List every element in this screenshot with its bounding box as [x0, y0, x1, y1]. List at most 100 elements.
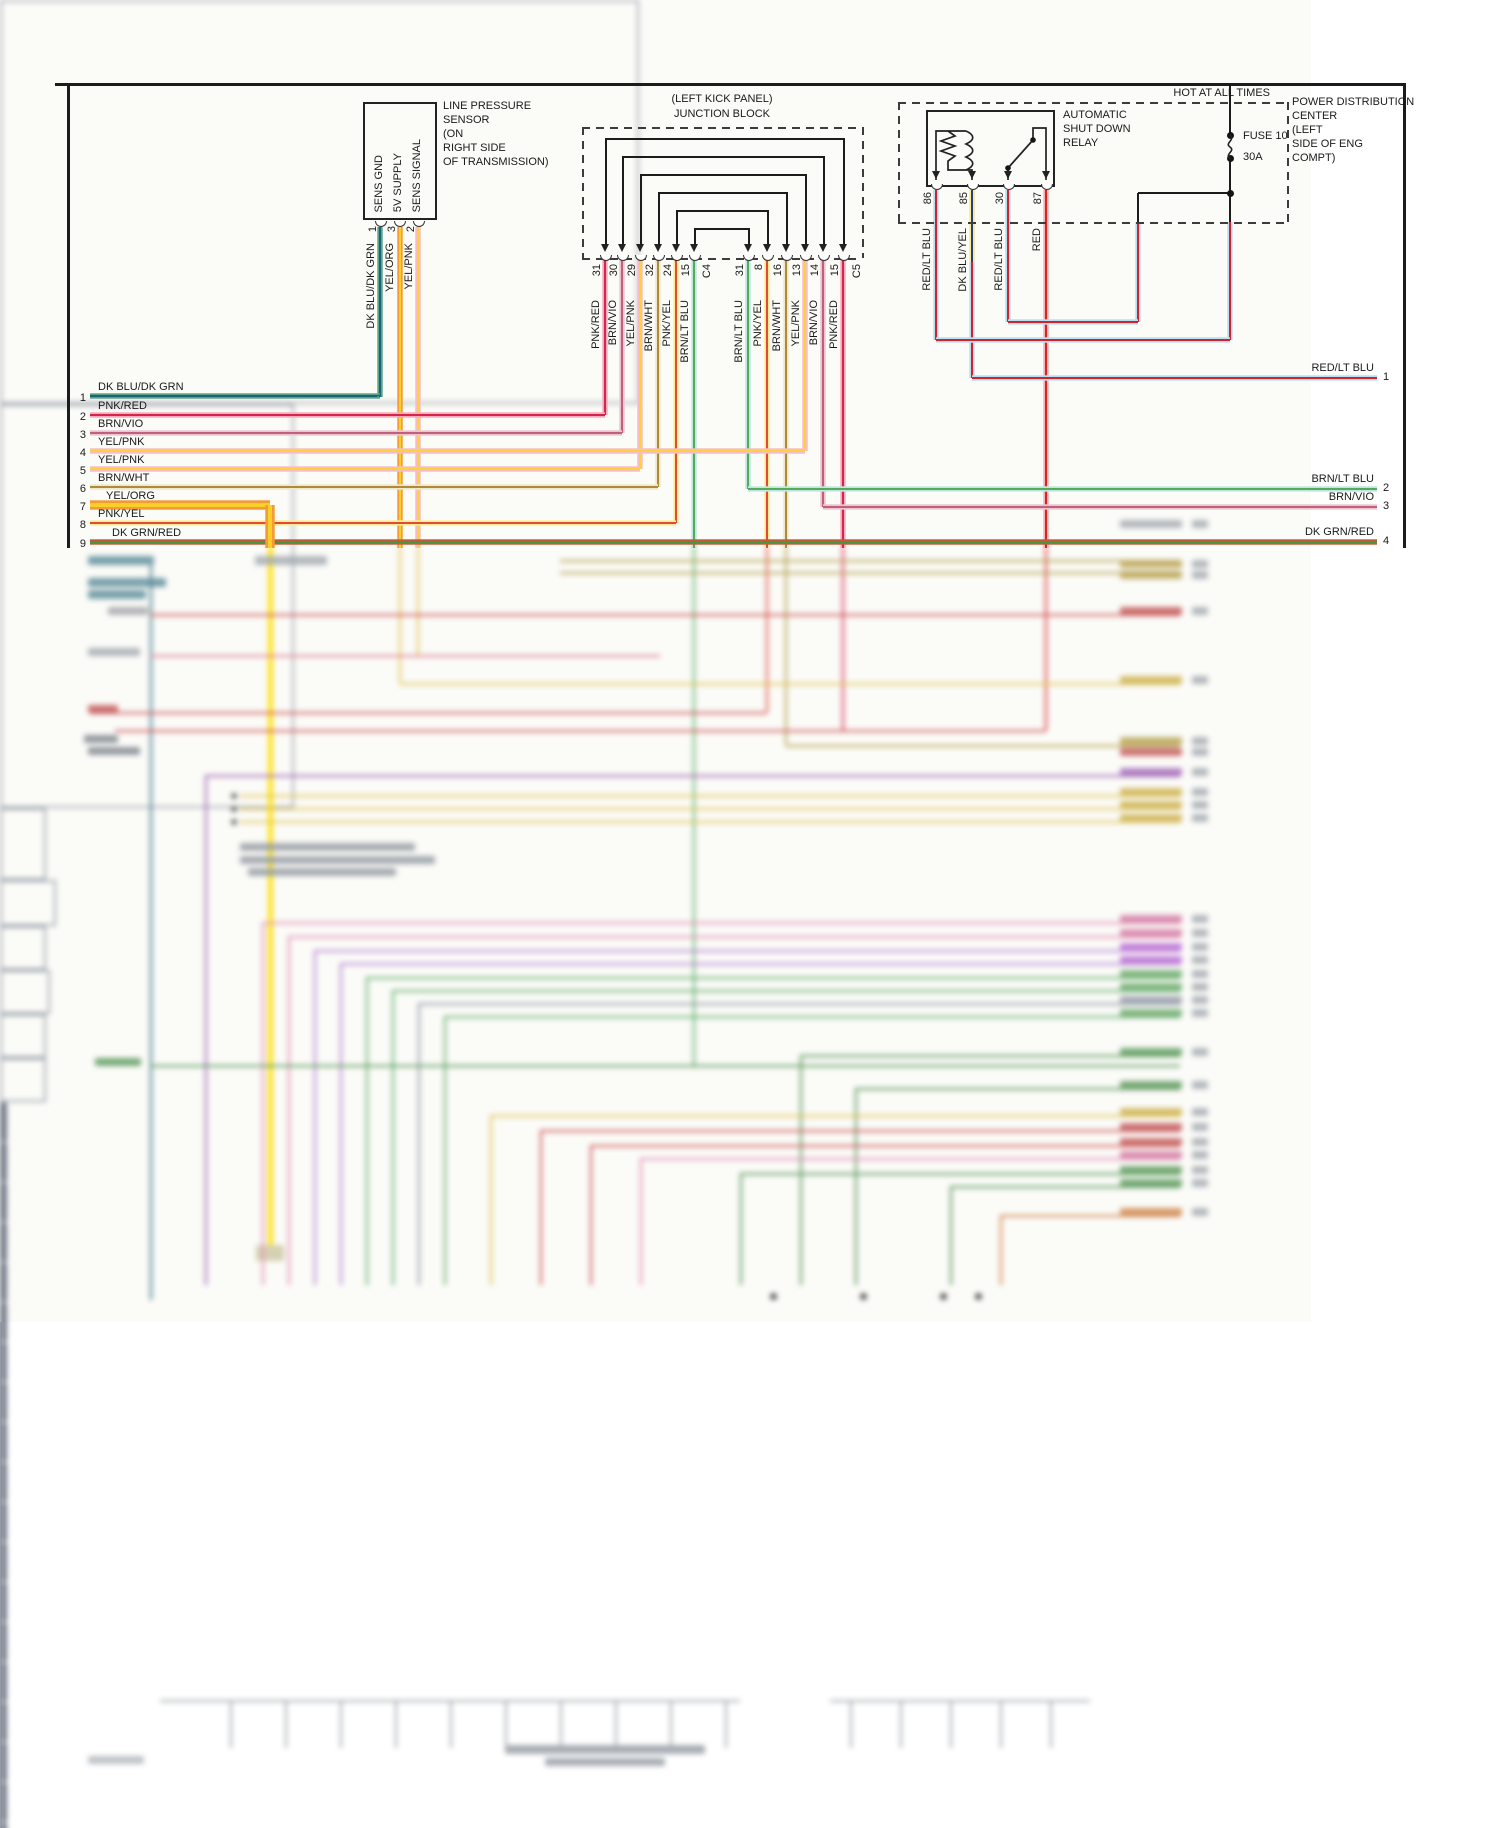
blurred-label-blob — [1120, 943, 1182, 951]
wire-color-label: YEL/ORG — [384, 243, 396, 292]
blurred-label-blob — [1192, 801, 1208, 809]
blurred-label-blob — [1120, 560, 1182, 568]
blurred-label-blob — [240, 856, 435, 864]
blurred-label-blob — [1120, 768, 1182, 776]
blurred-wire-h — [540, 1130, 1180, 1133]
arrowhead-down — [635, 244, 644, 252]
wire-v-red-lt-blu — [1007, 190, 1009, 322]
blurred-wire-h — [444, 1016, 1180, 1019]
left-exit-number: 5 — [79, 465, 86, 477]
blurred-label-blob — [1192, 1151, 1208, 1159]
arrowhead-down — [617, 244, 626, 252]
blurred-wire-h — [90, 712, 767, 715]
blurred-inner-box — [0, 880, 56, 926]
sensor-pin-signal-label: SENS GND — [373, 154, 385, 212]
pdc-title-line: POWER DISTRIBUTION — [1292, 96, 1415, 108]
structure-line — [767, 210, 769, 244]
wire-v-red-lt-blu — [1137, 222, 1139, 322]
blurred-wire-v — [850, 1700, 853, 1748]
blurred-wire-h — [1000, 1215, 1180, 1218]
blurred-label-blob — [1120, 1123, 1182, 1131]
connector-label-c4: C4 — [701, 264, 713, 279]
jb-pin-number: 14 — [809, 264, 821, 277]
blurred-connector-pill — [0, 1542, 7, 1582]
blurred-label-blob — [1192, 788, 1208, 796]
blurred-label-blob — [1192, 676, 1208, 684]
blurred-label-blob — [88, 747, 140, 755]
wire-h-red-lt-blu — [936, 339, 1230, 341]
wire-color-label: YEL/PNK — [790, 300, 802, 347]
structure-line — [1403, 83, 1406, 548]
structure-line — [605, 138, 843, 140]
blurred-label-blob — [88, 648, 140, 656]
blurred-wire-v — [855, 1088, 858, 1285]
blurred-connector-pill — [0, 1462, 7, 1502]
blurred-wire-h — [740, 1173, 1180, 1176]
blurred-label-blob — [1120, 1138, 1182, 1146]
blurred-connector-pill — [0, 1382, 7, 1422]
preview-panel-bg — [0, 0, 1311, 1322]
blurred-label-blob — [84, 735, 118, 743]
structure-line — [805, 174, 807, 244]
blurred-wire-h — [288, 936, 1180, 939]
structure-line — [658, 192, 660, 244]
blurred-label-blob — [1120, 1179, 1182, 1187]
structure-line — [823, 156, 825, 244]
blurred-label-blob — [1120, 1081, 1182, 1089]
wire-v-brn-lt-blu — [693, 260, 695, 548]
arrowhead-down — [653, 244, 662, 252]
structure-line — [1229, 86, 1231, 135]
wire-color-label: BRN/VIO — [808, 300, 820, 346]
blurred-wire-h — [340, 963, 1180, 966]
blurred-label-blob — [1192, 1138, 1208, 1146]
blurred-label-blob — [1120, 814, 1182, 822]
blurred-wire-h — [150, 655, 660, 658]
blurred-wire-v — [615, 1700, 618, 1748]
jb-pin-number: 31 — [591, 264, 603, 277]
sensor-title-line: LINE PRESSURE — [443, 100, 532, 112]
wire-v-red-lt-blu — [935, 190, 937, 340]
arrowhead-down — [838, 244, 847, 252]
blurred-wire-h — [855, 1088, 1180, 1091]
wire-h-pnk-yel — [90, 522, 676, 524]
blurred-connector-pill — [0, 1102, 7, 1142]
connector-label-c5: C5 — [851, 264, 863, 279]
blurred-inner-box — [0, 808, 46, 880]
blurred-wire-h — [590, 1145, 1180, 1148]
blurred-wire-h — [240, 821, 1180, 824]
structure-line — [1137, 193, 1139, 222]
blurred-label-blob — [1192, 571, 1208, 579]
blurred-wire-h — [205, 775, 1180, 778]
pdc-title-line: SIDE OF ENG — [1292, 138, 1363, 150]
blurred-wire-v — [314, 950, 317, 1285]
wire-h-red-lt-blu — [972, 377, 1377, 379]
jb-pin-number: 31 — [734, 264, 746, 277]
wire-h-dk-blu-dk-grn — [90, 395, 380, 397]
blurred-connector-pill — [0, 1182, 7, 1222]
blurred-wire-v — [268, 546, 273, 1245]
right-exit-label: RED/LT BLU — [1311, 362, 1374, 374]
left-exit-number: 6 — [79, 483, 86, 495]
blurred-label-blob — [1192, 1009, 1208, 1017]
blurred-wire-v — [693, 546, 696, 1065]
blurred-label-blob — [1120, 996, 1182, 1004]
relay-title-line: RELAY — [1063, 137, 1099, 149]
left-exit-number: 7 — [79, 501, 86, 513]
arrowhead-down — [800, 244, 809, 252]
structure-line — [694, 228, 696, 244]
left-exit-label: YEL/ORG — [106, 490, 155, 502]
blurred-label-blob — [1120, 788, 1182, 796]
blurred-label-blob — [1192, 970, 1208, 978]
wire-v-brn-vio — [621, 260, 623, 433]
wire-color-label: BRN/LT BLU — [733, 300, 745, 363]
arrowhead-down — [689, 244, 698, 252]
blurred-label-blob — [1120, 676, 1182, 684]
left-exit-number: 4 — [79, 447, 86, 459]
blurred-wire-v — [395, 1700, 398, 1748]
right-exit-number: 1 — [1383, 371, 1390, 383]
blurred-label-blob — [95, 1058, 141, 1066]
blurred-label-blob — [1192, 560, 1208, 568]
blurred-wire-v — [1000, 1700, 1003, 1748]
left-exit-label: DK BLU/DK GRN — [98, 381, 184, 393]
